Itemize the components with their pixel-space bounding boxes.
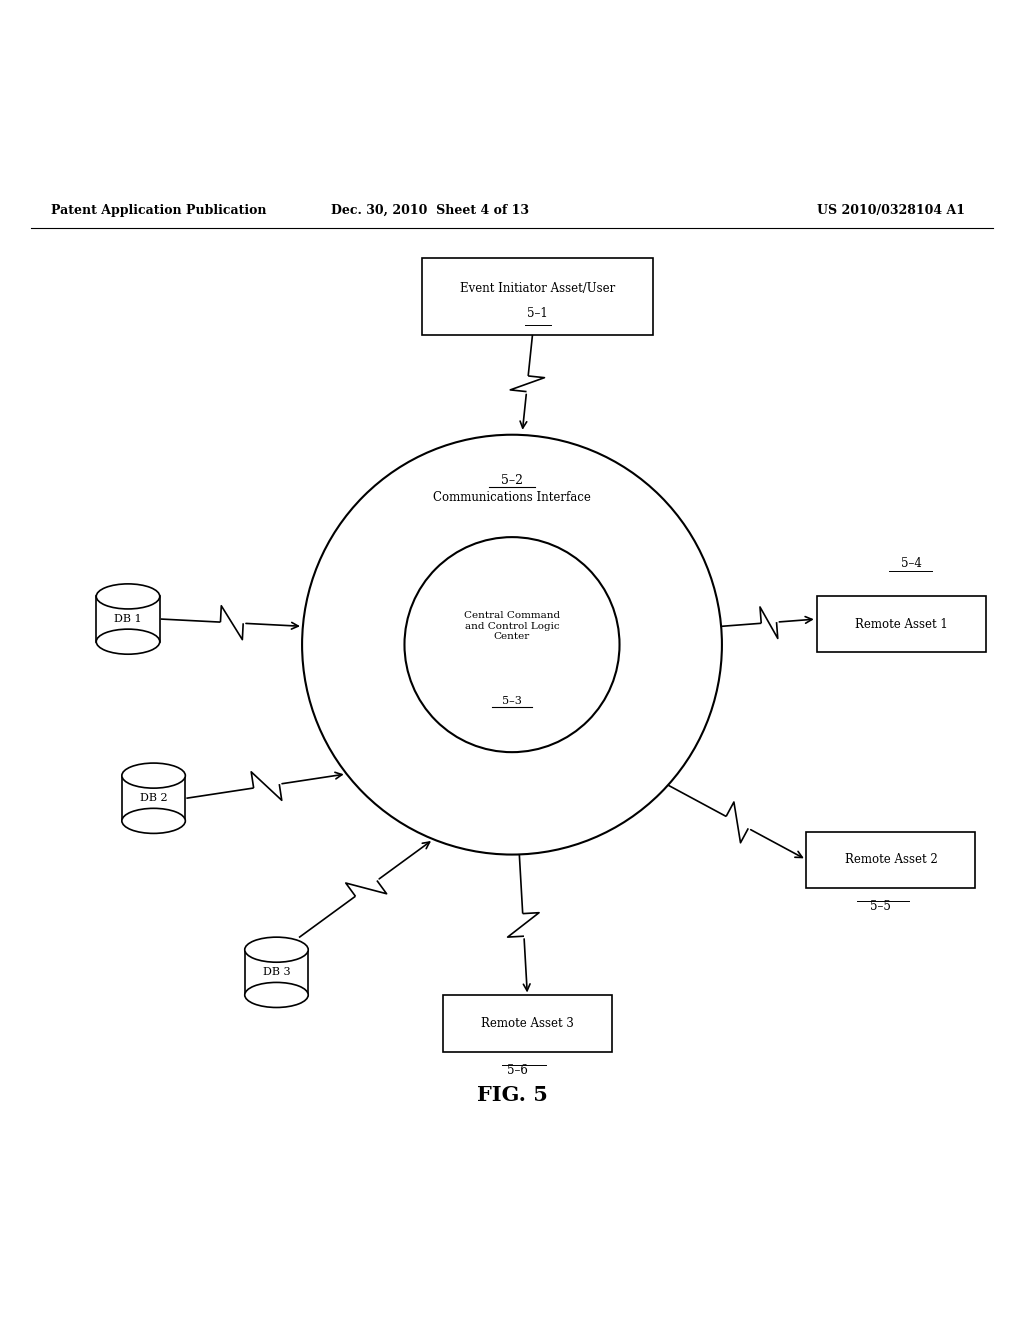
Bar — [96, 597, 160, 642]
Text: 5–6: 5–6 — [507, 1064, 527, 1077]
Ellipse shape — [96, 583, 160, 609]
Ellipse shape — [122, 808, 185, 833]
Bar — [245, 949, 308, 995]
Text: 5–4: 5–4 — [901, 557, 922, 570]
Text: Central Command
and Control Logic
Center: Central Command and Control Logic Center — [464, 611, 560, 642]
Text: Patent Application Publication: Patent Application Publication — [51, 203, 266, 216]
Ellipse shape — [245, 937, 308, 962]
Ellipse shape — [96, 630, 160, 655]
Text: DB 2: DB 2 — [140, 793, 167, 804]
Text: 5–2: 5–2 — [501, 474, 523, 487]
Text: DB 1: DB 1 — [115, 614, 141, 624]
FancyBboxPatch shape — [807, 832, 975, 888]
Text: FIG. 5: FIG. 5 — [476, 1085, 548, 1105]
FancyBboxPatch shape — [442, 995, 612, 1052]
Text: 5–3: 5–3 — [502, 696, 522, 706]
Ellipse shape — [122, 763, 185, 788]
FancyBboxPatch shape — [423, 259, 653, 335]
Text: Event Initiator Asset/User: Event Initiator Asset/User — [460, 282, 615, 296]
Text: Remote Asset 3: Remote Asset 3 — [481, 1016, 573, 1030]
Text: Dec. 30, 2010  Sheet 4 of 13: Dec. 30, 2010 Sheet 4 of 13 — [331, 203, 529, 216]
Text: Remote Asset 1: Remote Asset 1 — [855, 618, 947, 631]
Ellipse shape — [245, 982, 308, 1007]
Text: Remote Asset 2: Remote Asset 2 — [845, 853, 937, 866]
Text: Communications Interface: Communications Interface — [433, 491, 591, 504]
FancyBboxPatch shape — [816, 597, 985, 652]
Text: 5–5: 5–5 — [870, 900, 891, 913]
Text: US 2010/0328104 A1: US 2010/0328104 A1 — [817, 203, 965, 216]
Text: DB 3: DB 3 — [263, 968, 290, 977]
Bar — [122, 776, 185, 821]
Text: 5–1: 5–1 — [527, 306, 548, 319]
